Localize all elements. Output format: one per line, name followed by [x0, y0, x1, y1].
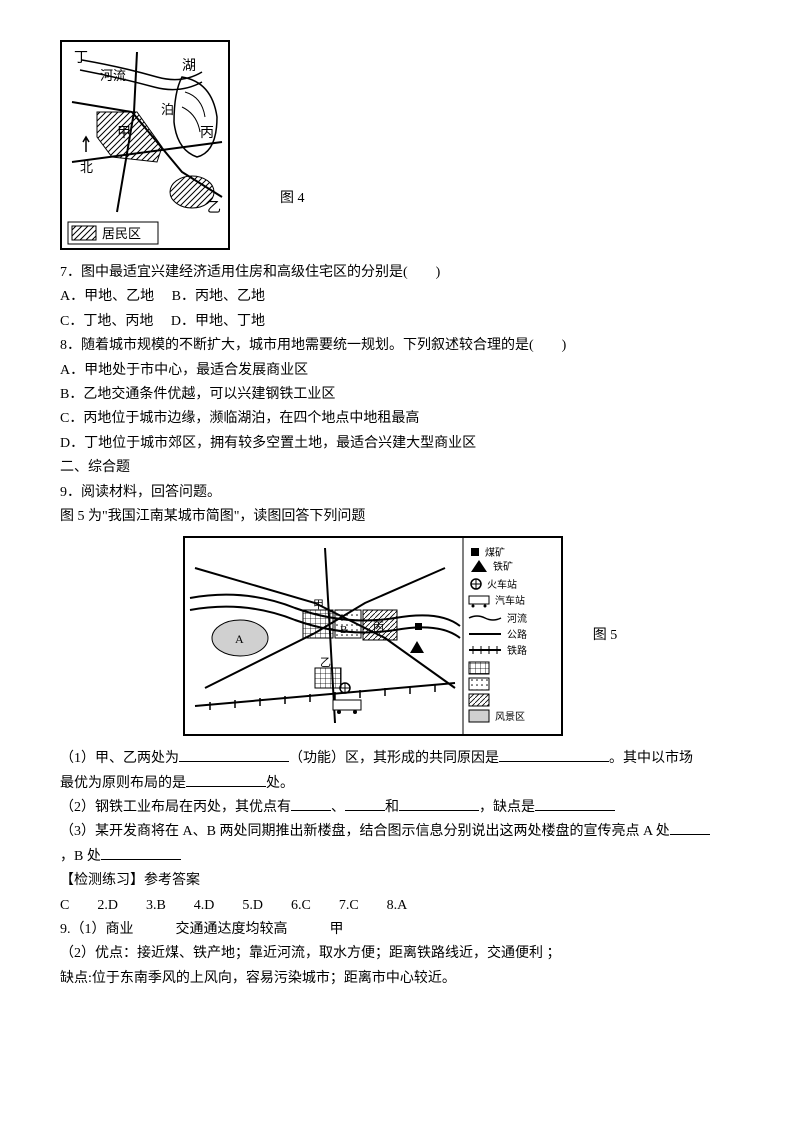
blank[interactable] — [101, 846, 181, 860]
q7-stem: 7．图中最适宜兴建经济适用住房和高级住宅区的分别是( ) — [60, 262, 740, 284]
svg-text:火车站: 火车站 — [487, 578, 517, 591]
q9-p3b: ，B 处 — [60, 849, 101, 864]
q7-row1: A．甲地、乙地 B．丙地、乙地 — [60, 286, 740, 308]
figure-4-map: 北 丁 河流 湖 甲 泊 丙 乙 居民区 — [60, 40, 230, 250]
section-2-heading: 二、综合题 — [60, 457, 740, 479]
q9-p2b: 、 — [331, 800, 345, 815]
q8-optC: C．丙地位于城市边缘，濒临湖泊，在四个地点中地租最高 — [60, 408, 740, 430]
q7-optD: D．甲地、丁地 — [171, 314, 265, 329]
q9-p3: （3）某开发商将在 A、B 两处同期推出新楼盘，结合图示信息分别说出这两处楼盘的… — [60, 821, 740, 843]
svg-text:汽车站: 汽车站 — [495, 594, 525, 607]
blank[interactable] — [670, 821, 710, 835]
svg-text:河流: 河流 — [100, 68, 126, 83]
svg-text:B: B — [340, 624, 347, 636]
q9-intro: 图 5 为"我国江南某城市简图"，读图回答下列问题 — [60, 506, 740, 528]
svg-text:甲: 甲 — [117, 126, 131, 141]
svg-text:铁路: 铁路 — [507, 644, 527, 657]
q9-p1-cont: 最优为原则布局的是 处。 — [60, 773, 740, 795]
blank[interactable] — [186, 773, 266, 787]
q8-optA: A．甲地处于市中心，最适合发展商业区 — [60, 360, 740, 382]
svg-text:丙: 丙 — [200, 126, 214, 141]
blank[interactable] — [345, 797, 385, 811]
svg-text:湖: 湖 — [182, 58, 196, 74]
q9-p2a: （2）钢铁工业布局在丙处，其优点有 — [60, 800, 291, 815]
blank[interactable] — [535, 797, 615, 811]
figure-5-map: A 甲 B 丙 乙 煤矿 铁矿 火车站 — [183, 536, 563, 736]
q9-p2: （2）钢铁工业布局在丙处，其优点有 、 和 ，缺点是 — [60, 797, 740, 819]
svg-text:乙: 乙 — [207, 200, 221, 216]
figure-5-label: 图 5 — [593, 625, 618, 647]
q9-p1e: 处。 — [266, 776, 294, 791]
q9-p2d: ，缺点是 — [479, 800, 535, 815]
svg-text:丁: 丁 — [74, 51, 88, 66]
svg-text:铁矿: 铁矿 — [493, 560, 513, 573]
svg-text:甲: 甲 — [313, 599, 324, 611]
blank[interactable] — [399, 797, 479, 811]
svg-text:北: 北 — [80, 160, 93, 175]
q8-stem: 8．随着城市规模的不断扩大，城市用地需要统一规划。下列叙述较合理的是( ) — [60, 335, 740, 357]
q7-optB: B．丙地、乙地 — [172, 289, 265, 304]
answers-title: 【检测练习】参考答案 — [60, 870, 740, 892]
svg-text:乙: 乙 — [320, 656, 331, 669]
q9-stem: 9．阅读材料，回答问题。 — [60, 482, 740, 504]
svg-text:河流: 河流 — [507, 612, 527, 625]
answers-line2: 9.（1）商业 交通通达度均较高 甲 — [60, 919, 740, 941]
q8-optB: B．乙地交通条件优越，可以兴建钢铁工业区 — [60, 384, 740, 406]
figure-5-block: A 甲 B 丙 乙 煤矿 铁矿 火车站 — [60, 536, 740, 736]
svg-text:丙: 丙 — [373, 621, 384, 633]
svg-text:风景区: 风景区 — [495, 711, 525, 723]
q9-p2c: 和 — [385, 800, 399, 815]
q9-p3a: （3）某开发商将在 A、B 两处同期推出新楼盘，结合图示信息分别说出这两处楼盘的… — [60, 824, 670, 839]
q7-optA: A．甲地、乙地 — [60, 289, 154, 304]
blank[interactable] — [291, 797, 331, 811]
figure-4-block: 北 丁 河流 湖 甲 泊 丙 乙 居民区 图 4 — [60, 40, 740, 250]
svg-text:煤矿: 煤矿 — [485, 546, 505, 559]
q9-p1a: （1）甲、乙两处为 — [60, 751, 179, 766]
q9-p1d: 最优为原则布局的是 — [60, 776, 186, 791]
q9-p1: （1）甲、乙两处为 （功能）区，其形成的共同原因是 。其中以市场 — [60, 748, 740, 770]
blank[interactable] — [179, 748, 289, 762]
answers-line3: （2）优点：接近煤、铁产地；靠近河流，取水方便；距离铁路线近，交通便利 ； — [60, 943, 740, 965]
svg-text:泊: 泊 — [161, 102, 174, 117]
answers-line4: 缺点:位于东南季风的上风向，容易污染城市；距离市中心较近。 — [60, 968, 740, 990]
q9-p1c: 。其中以市场 — [609, 751, 693, 766]
blank[interactable] — [499, 748, 609, 762]
q9-p3-cont: ，B 处 — [60, 846, 740, 868]
figure-4-label: 图 4 — [280, 188, 305, 210]
q8-optD: D．丁地位于城市郊区，拥有较多空置土地，最适合兴建大型商业区 — [60, 433, 740, 455]
q7-row2: C．丁地、丙地 D．甲地、丁地 — [60, 311, 740, 333]
q9-p1b: （功能）区，其形成的共同原因是 — [289, 751, 499, 766]
svg-text:公路: 公路 — [507, 628, 527, 641]
answers-line1: C 2.D 3.B 4.D 5.D 6.C 7.C 8.A — [60, 895, 740, 917]
svg-text:居民区: 居民区 — [102, 226, 141, 241]
svg-text:A: A — [235, 632, 244, 646]
q7-optC: C．丁地、丙地 — [60, 314, 153, 329]
